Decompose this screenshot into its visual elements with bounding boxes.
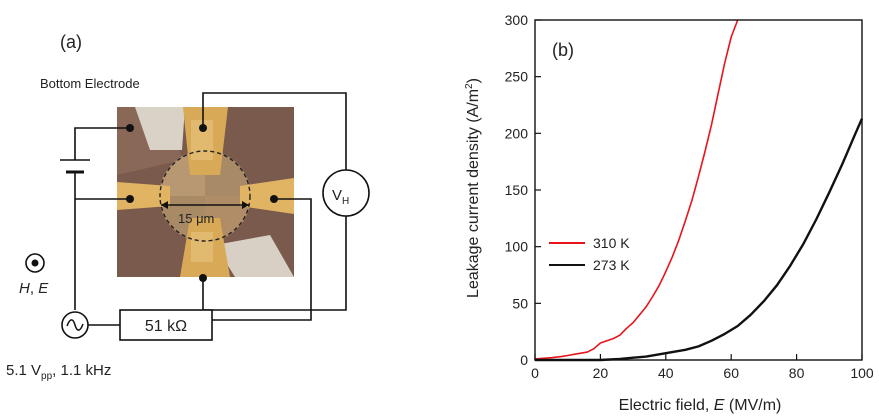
axis-ticks: 0 20 40 60 80 100 0 50 100 150 200 250 300 (505, 12, 874, 381)
vh-symbol: V (332, 187, 342, 204)
source-voltage-label: 5.1 V (6, 362, 41, 379)
y-tick-label: 300 (505, 12, 529, 28)
resistor: 51 kΩ (120, 310, 212, 340)
x-tick-label: 60 (723, 365, 739, 381)
resistor-label: 51 kΩ (145, 318, 187, 335)
series-line-273k (535, 119, 862, 360)
battery-symbol (60, 160, 90, 172)
leakage-current-chart: 0 20 40 60 80 100 0 50 100 150 200 250 300 (b) 310 K… (464, 12, 874, 414)
y-tick-label: 150 (505, 182, 529, 198)
svg-text:5.1 Vpp, 1.1 kHz: 5.1 Vpp, 1.1 kHz (6, 362, 111, 382)
legend: 310 K 273 K (549, 235, 630, 273)
svg-text:H, E: H, E (19, 280, 49, 297)
panel-a-label: (a) (60, 32, 82, 52)
bottom-electrode-label: Bottom Electrode (40, 76, 140, 91)
x-tick-label: 40 (658, 365, 674, 381)
x-axis-label: Electric field, E (MV/m) (619, 397, 782, 414)
hall-voltmeter: VH (323, 170, 369, 216)
sample-micrograph: 15 μm (117, 107, 294, 277)
chart-series (535, 20, 862, 360)
ac-source-symbol (62, 312, 88, 338)
series-line-310k (535, 20, 738, 359)
y-axis-label: Leakage current density (A/m2) (464, 78, 482, 298)
panel-b-label: (b) (552, 40, 574, 60)
x-tick-label: 20 (593, 365, 609, 381)
field-e-label: E (38, 280, 49, 297)
field-h-label: H (19, 280, 30, 297)
y-tick-label: 0 (520, 352, 528, 368)
y-tick-label: 100 (505, 239, 529, 255)
field-direction-symbol (26, 254, 44, 272)
y-tick-label: 250 (505, 69, 529, 85)
x-tick-label: 80 (789, 365, 805, 381)
source-frequency-label: , 1.1 kHz (52, 362, 111, 379)
legend-label-310k: 310 K (593, 235, 630, 251)
legend-label-273k: 273 K (593, 257, 630, 273)
x-tick-label: 0 (531, 365, 539, 381)
panel-a: (a) Bottom Electrode 15 μm (6, 32, 369, 382)
sample-size-label: 15 μm (178, 211, 214, 226)
vh-subscript: H (342, 196, 349, 207)
y-tick-label: 50 (512, 295, 528, 311)
y-tick-label: 200 (505, 125, 529, 141)
x-tick-label: 100 (850, 365, 874, 381)
plot-frame (535, 20, 862, 360)
